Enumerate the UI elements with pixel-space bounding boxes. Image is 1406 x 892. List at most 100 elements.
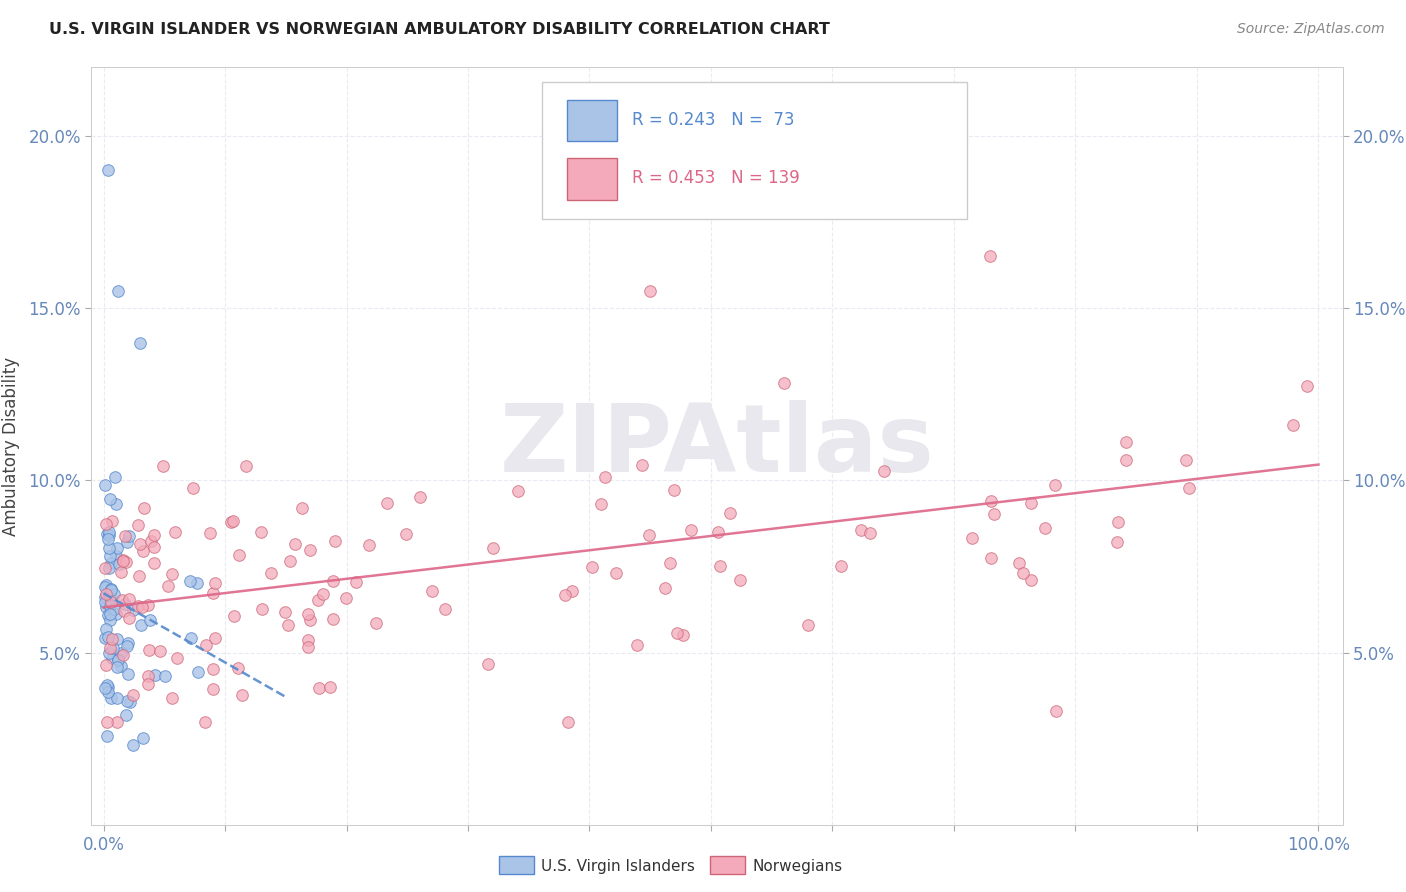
Point [181,481,204,495]
Point [149,644,172,658]
Point [127,517,149,532]
Point [666,626,689,640]
Point [101,514,124,528]
Point [395,527,418,541]
Point [506,483,529,498]
Text: Source: ZipAtlas.com: Source: ZipAtlas.com [1237,22,1385,37]
Point [105,541,128,556]
Point [100,690,122,705]
Point [107,652,129,666]
Point [250,524,273,539]
Point [202,586,225,600]
Point [589,497,612,511]
Point [299,613,322,627]
Point [110,565,132,579]
Point [201,663,224,677]
Point [115,555,138,569]
Point [797,618,820,632]
Point [659,557,682,571]
Point [115,639,138,653]
Point [420,583,443,598]
Point [136,669,159,683]
Point [96,678,118,692]
Point [101,651,124,665]
Point [94,599,117,614]
Point [110,646,132,660]
Point [100,556,122,570]
Point [235,459,257,474]
Point [322,612,344,626]
Point [98,561,121,575]
Point [105,714,128,729]
Point [117,529,139,543]
Point [187,665,209,679]
Point [136,676,159,690]
Point [97,630,120,644]
Point [94,681,117,695]
Point [194,714,217,729]
Point [115,708,138,723]
Point [96,516,118,531]
Point [115,694,138,708]
Point [274,605,297,619]
Point [98,541,121,555]
Point [626,638,648,652]
Point [672,627,695,641]
Point [200,525,222,540]
Point [163,525,186,540]
Text: U.S. VIRGIN ISLANDER VS NORWEGIAN AMBULATORY DISABILITY CORRELATION CHART: U.S. VIRGIN ISLANDER VS NORWEGIAN AMBULA… [49,22,830,37]
Point [128,569,150,583]
Point [859,525,882,540]
Point [94,578,117,592]
Point [156,579,179,593]
Point [581,559,603,574]
Text: R = 0.453   N = 139: R = 0.453 N = 139 [631,169,800,187]
Point [186,576,208,591]
Point [103,602,125,616]
Point [983,507,1005,521]
FancyBboxPatch shape [567,158,617,200]
Text: ZIPAtlas: ZIPAtlas [499,400,935,492]
Point [100,594,122,608]
Point [107,653,129,667]
Point [1012,566,1035,580]
Text: Norwegians: Norwegians [752,859,842,873]
Y-axis label: Ambulatory Disability: Ambulatory Disability [3,357,20,535]
FancyBboxPatch shape [541,82,967,219]
Point [664,483,686,498]
Point [138,614,160,628]
Point [111,552,134,566]
Point [103,640,125,655]
Point [979,249,1001,264]
Point [98,613,121,627]
Point [1175,452,1198,467]
Point [138,642,160,657]
Point [554,588,576,602]
Point [114,597,136,611]
Point [97,681,120,695]
Text: R = 0.243   N =  73: R = 0.243 N = 73 [631,111,794,129]
Point [98,599,121,613]
Point [98,528,121,542]
Point [96,714,118,729]
Point [94,595,117,609]
Point [98,607,121,622]
Point [94,657,117,672]
Point [105,549,128,563]
Point [605,566,627,581]
Point [297,640,319,654]
Point [773,376,796,391]
Point [204,576,226,591]
Point [160,690,183,705]
Point [222,514,245,528]
Point [557,714,579,729]
Point [104,470,127,484]
Point [297,632,319,647]
Point [980,494,1002,508]
Point [307,592,329,607]
Point [1033,521,1056,535]
Point [357,538,380,552]
Point [111,553,134,567]
Point [110,659,132,673]
Point [1115,435,1137,450]
